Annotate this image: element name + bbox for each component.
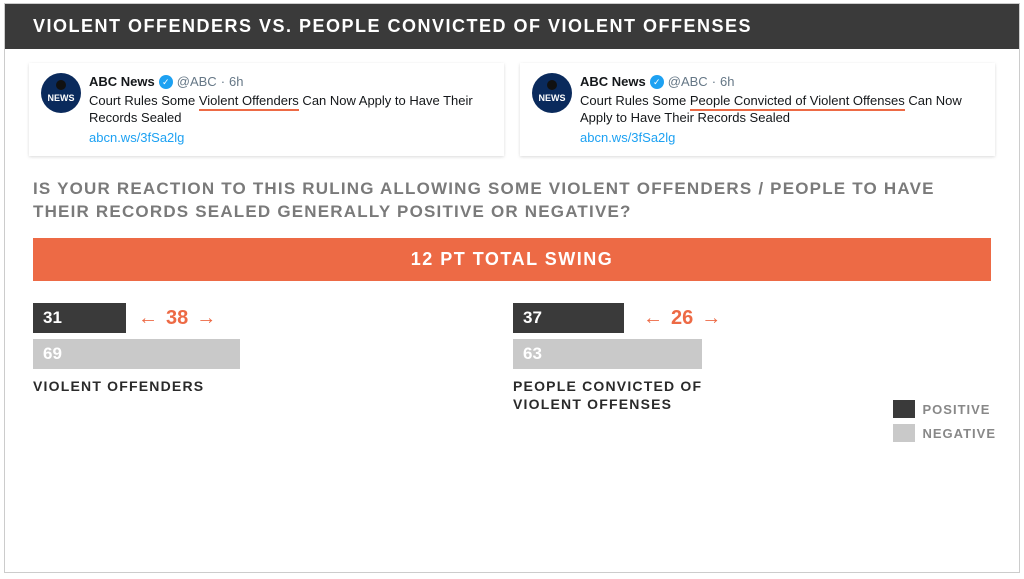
infographic-frame: VIOLENT OFFENDERS VS. PEOPLE CONVICTED O… xyxy=(4,3,1020,573)
chart-label: VIOLENT OFFENDERS xyxy=(33,377,463,395)
chart-right: 37 63 ← 26 → PEOPLE CONVICTED OF VIOLENT… xyxy=(513,303,943,413)
gap-indicator: ← 26 → xyxy=(643,307,721,330)
tweet-time: 6h xyxy=(229,73,243,91)
swing-bar: 12 PT TOTAL SWING xyxy=(33,238,991,281)
charts-row: 31 69 ← 38 → VIOLENT OFFENDERS 37 63 xyxy=(5,303,1019,413)
avatar-dot-icon xyxy=(547,80,557,90)
bar-value-positive: 31 xyxy=(43,308,62,328)
bar-negative: 69 xyxy=(33,339,240,369)
tweet-body: ABC News ✓ @ABC · 6h Court Rules Some Vi… xyxy=(89,73,492,146)
bar-positive: 37 xyxy=(513,303,624,333)
chart-left: 31 69 ← 38 → VIOLENT OFFENDERS xyxy=(33,303,463,413)
tweet-left: NEWS ABC News ✓ @ABC · 6h Court Rules So… xyxy=(29,63,504,156)
tweet-text-underlined: People Convicted of Violent Offenses xyxy=(690,92,905,110)
header-title: VIOLENT OFFENDERS VS. PEOPLE CONVICTED O… xyxy=(33,16,991,37)
tweet-header: ABC News ✓ @ABC · 6h xyxy=(580,73,983,91)
legend-positive-label: POSITIVE xyxy=(923,402,991,417)
tweet-body: ABC News ✓ @ABC · 6h Court Rules Some Pe… xyxy=(580,73,983,146)
gap-value: 38 xyxy=(166,307,188,330)
tweet-time: 6h xyxy=(720,73,734,91)
tweet-right: NEWS ABC News ✓ @ABC · 6h Court Rules So… xyxy=(520,63,995,156)
tweet-dot: · xyxy=(221,73,225,91)
swatch-negative xyxy=(893,424,915,442)
tweet-dot: · xyxy=(712,73,716,91)
survey-question: IS YOUR REACTION TO THIS RULING ALLOWING… xyxy=(5,168,1019,238)
chart-label-line1: PEOPLE CONVICTED OF xyxy=(513,378,702,394)
bar-value-positive: 37 xyxy=(523,308,542,328)
tweet-link: abcn.ws/3fSa2lg xyxy=(580,129,983,147)
legend-negative: NEGATIVE xyxy=(893,424,997,442)
tweet-text-pre: Court Rules Some xyxy=(580,93,690,108)
chart-label: PEOPLE CONVICTED OF VIOLENT OFFENSES xyxy=(513,377,943,413)
tweet-handle: @ABC xyxy=(668,73,708,91)
legend: POSITIVE NEGATIVE xyxy=(893,400,997,448)
tweet-text-pre: Court Rules Some xyxy=(89,93,199,108)
chart-label-line2: VIOLENT OFFENSES xyxy=(513,396,672,412)
arrow-right-icon: → xyxy=(701,307,721,330)
bar-group: 31 69 ← 38 → xyxy=(33,303,463,369)
tweets-row: NEWS ABC News ✓ @ABC · 6h Court Rules So… xyxy=(5,49,1019,168)
tweet-source-name: ABC News xyxy=(580,73,646,91)
legend-positive: POSITIVE xyxy=(893,400,997,418)
tweet-link: abcn.ws/3fSa2lg xyxy=(89,129,492,147)
tweet-avatar: NEWS xyxy=(532,73,572,113)
arrow-left-icon: ← xyxy=(138,307,158,330)
bar-value-negative: 63 xyxy=(523,344,542,364)
header-bar: VIOLENT OFFENDERS VS. PEOPLE CONVICTED O… xyxy=(5,4,1019,49)
gap-indicator: ← 38 → xyxy=(138,307,216,330)
verified-icon: ✓ xyxy=(159,75,173,89)
swatch-positive xyxy=(893,400,915,418)
tweet-text-underlined: Violent Offenders xyxy=(199,92,299,110)
avatar-label: NEWS xyxy=(48,93,75,103)
tweet-handle: @ABC xyxy=(177,73,217,91)
legend-negative-label: NEGATIVE xyxy=(923,426,997,441)
bar-negative: 63 xyxy=(513,339,702,369)
tweet-text: Court Rules Some Violent Offenders Can N… xyxy=(89,92,492,127)
gap-value: 26 xyxy=(671,307,693,330)
bar-positive: 31 xyxy=(33,303,126,333)
tweet-text: Court Rules Some People Convicted of Vio… xyxy=(580,92,983,127)
avatar-dot-icon xyxy=(56,80,66,90)
verified-icon: ✓ xyxy=(650,75,664,89)
arrow-right-icon: → xyxy=(196,307,216,330)
avatar-label: NEWS xyxy=(539,93,566,103)
tweet-source-name: ABC News xyxy=(89,73,155,91)
bar-group: 37 63 ← 26 → xyxy=(513,303,943,369)
arrow-left-icon: ← xyxy=(643,307,663,330)
tweet-avatar: NEWS xyxy=(41,73,81,113)
swing-label: 12 PT TOTAL SWING xyxy=(33,249,991,270)
bar-value-negative: 69 xyxy=(43,344,62,364)
tweet-header: ABC News ✓ @ABC · 6h xyxy=(89,73,492,91)
